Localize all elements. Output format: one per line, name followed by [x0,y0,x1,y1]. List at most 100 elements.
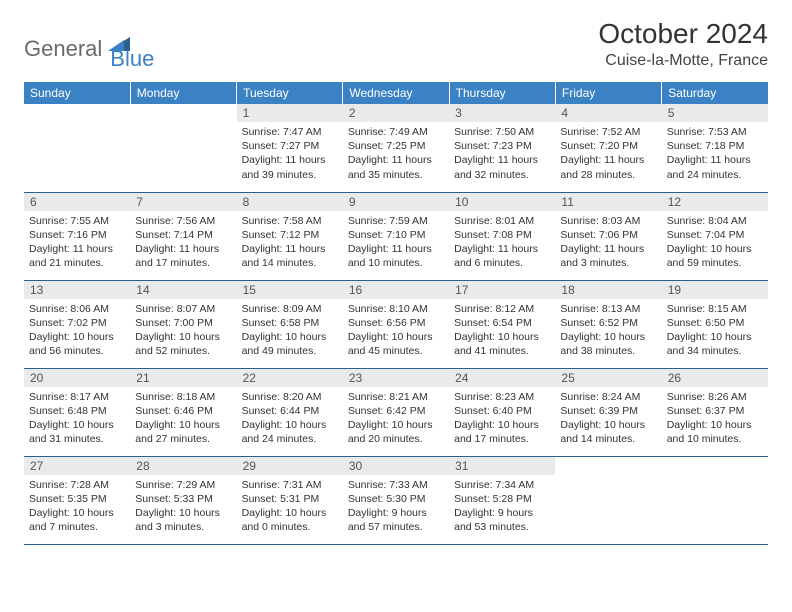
sunrise-text: Sunrise: 7:49 AM [348,125,444,139]
calendar-cell: 10Sunrise: 8:01 AMSunset: 7:08 PMDayligh… [449,192,555,280]
day-number: 7 [130,193,236,211]
sunset-text: Sunset: 7:04 PM [667,228,763,242]
day-details: Sunrise: 8:03 AMSunset: 7:06 PMDaylight:… [555,211,661,274]
day-number: 26 [662,369,768,387]
sunset-text: Sunset: 7:18 PM [667,139,763,153]
calendar-week-row: 27Sunrise: 7:28 AMSunset: 5:35 PMDayligh… [24,456,768,544]
calendar-page: General Blue October 2024 Cuise-la-Motte… [0,0,792,545]
calendar-cell: 30Sunrise: 7:33 AMSunset: 5:30 PMDayligh… [343,456,449,544]
sunset-text: Sunset: 7:12 PM [242,228,338,242]
sunset-text: Sunset: 7:25 PM [348,139,444,153]
sunrise-text: Sunrise: 7:28 AM [29,478,125,492]
day-details: Sunrise: 8:09 AMSunset: 6:58 PMDaylight:… [237,299,343,362]
daylight-text: Daylight: 11 hours and 10 minutes. [348,242,444,270]
sunrise-text: Sunrise: 7:58 AM [242,214,338,228]
sunset-text: Sunset: 5:28 PM [454,492,550,506]
sunrise-text: Sunrise: 8:26 AM [667,390,763,404]
day-details: Sunrise: 7:33 AMSunset: 5:30 PMDaylight:… [343,475,449,538]
day-details: Sunrise: 8:12 AMSunset: 6:54 PMDaylight:… [449,299,555,362]
sunset-text: Sunset: 5:33 PM [135,492,231,506]
day-details: Sunrise: 8:23 AMSunset: 6:40 PMDaylight:… [449,387,555,450]
sunrise-text: Sunrise: 8:21 AM [348,390,444,404]
location-label: Cuise-la-Motte, France [598,52,768,70]
calendar-cell: 14Sunrise: 8:07 AMSunset: 7:00 PMDayligh… [130,280,236,368]
day-number: 10 [449,193,555,211]
daylight-text: Daylight: 9 hours and 57 minutes. [348,506,444,534]
day-details: Sunrise: 8:10 AMSunset: 6:56 PMDaylight:… [343,299,449,362]
sunrise-text: Sunrise: 7:34 AM [454,478,550,492]
daylight-text: Daylight: 10 hours and 0 minutes. [242,506,338,534]
sunrise-text: Sunrise: 7:59 AM [348,214,444,228]
weekday-header: Friday [555,82,661,104]
daylight-text: Daylight: 10 hours and 59 minutes. [667,242,763,270]
day-details: Sunrise: 8:21 AMSunset: 6:42 PMDaylight:… [343,387,449,450]
day-number: 12 [662,193,768,211]
day-details: Sunrise: 7:59 AMSunset: 7:10 PMDaylight:… [343,211,449,274]
day-details: Sunrise: 8:06 AMSunset: 7:02 PMDaylight:… [24,299,130,362]
calendar-cell: 27Sunrise: 7:28 AMSunset: 5:35 PMDayligh… [24,456,130,544]
day-details: Sunrise: 8:01 AMSunset: 7:08 PMDaylight:… [449,211,555,274]
day-number: 31 [449,457,555,475]
daylight-text: Daylight: 11 hours and 17 minutes. [135,242,231,270]
day-details: Sunrise: 7:47 AMSunset: 7:27 PMDaylight:… [237,122,343,185]
sunrise-text: Sunrise: 7:56 AM [135,214,231,228]
sunrise-text: Sunrise: 8:09 AM [242,302,338,316]
calendar-cell [24,104,130,192]
weekday-header-row: SundayMondayTuesdayWednesdayThursdayFrid… [24,82,768,104]
sunset-text: Sunset: 6:54 PM [454,316,550,330]
calendar-cell: 17Sunrise: 8:12 AMSunset: 6:54 PMDayligh… [449,280,555,368]
day-number: 21 [130,369,236,387]
calendar-week-row: 13Sunrise: 8:06 AMSunset: 7:02 PMDayligh… [24,280,768,368]
sunrise-text: Sunrise: 7:47 AM [242,125,338,139]
sunrise-text: Sunrise: 7:53 AM [667,125,763,139]
day-number: 5 [662,104,768,122]
calendar-cell: 26Sunrise: 8:26 AMSunset: 6:37 PMDayligh… [662,368,768,456]
daylight-text: Daylight: 11 hours and 6 minutes. [454,242,550,270]
calendar-cell: 16Sunrise: 8:10 AMSunset: 6:56 PMDayligh… [343,280,449,368]
calendar-cell [662,456,768,544]
calendar-cell: 31Sunrise: 7:34 AMSunset: 5:28 PMDayligh… [449,456,555,544]
day-number: 25 [555,369,661,387]
calendar-cell: 11Sunrise: 8:03 AMSunset: 7:06 PMDayligh… [555,192,661,280]
sunrise-text: Sunrise: 8:01 AM [454,214,550,228]
day-number: 22 [237,369,343,387]
day-number: 6 [24,193,130,211]
weekday-header: Saturday [662,82,768,104]
day-number: 2 [343,104,449,122]
sunrise-text: Sunrise: 8:07 AM [135,302,231,316]
calendar-cell: 9Sunrise: 7:59 AMSunset: 7:10 PMDaylight… [343,192,449,280]
calendar-cell: 21Sunrise: 8:18 AMSunset: 6:46 PMDayligh… [130,368,236,456]
daylight-text: Daylight: 10 hours and 7 minutes. [29,506,125,534]
calendar-week-row: 20Sunrise: 8:17 AMSunset: 6:48 PMDayligh… [24,368,768,456]
sunrise-text: Sunrise: 8:12 AM [454,302,550,316]
day-number: 28 [130,457,236,475]
daylight-text: Daylight: 11 hours and 21 minutes. [29,242,125,270]
day-details: Sunrise: 7:29 AMSunset: 5:33 PMDaylight:… [130,475,236,538]
sunset-text: Sunset: 7:23 PM [454,139,550,153]
sunrise-text: Sunrise: 7:52 AM [560,125,656,139]
daylight-text: Daylight: 10 hours and 17 minutes. [454,418,550,446]
day-details: Sunrise: 7:52 AMSunset: 7:20 PMDaylight:… [555,122,661,185]
day-number: 18 [555,281,661,299]
calendar-cell [130,104,236,192]
daylight-text: Daylight: 11 hours and 35 minutes. [348,153,444,181]
sunset-text: Sunset: 6:42 PM [348,404,444,418]
sunrise-text: Sunrise: 7:50 AM [454,125,550,139]
day-number: 20 [24,369,130,387]
day-number: 8 [237,193,343,211]
day-details: Sunrise: 8:24 AMSunset: 6:39 PMDaylight:… [555,387,661,450]
day-number: 4 [555,104,661,122]
sunrise-text: Sunrise: 8:06 AM [29,302,125,316]
daylight-text: Daylight: 10 hours and 31 minutes. [29,418,125,446]
daylight-text: Daylight: 11 hours and 24 minutes. [667,153,763,181]
calendar-cell: 24Sunrise: 8:23 AMSunset: 6:40 PMDayligh… [449,368,555,456]
calendar-cell: 28Sunrise: 7:29 AMSunset: 5:33 PMDayligh… [130,456,236,544]
calendar-cell: 15Sunrise: 8:09 AMSunset: 6:58 PMDayligh… [237,280,343,368]
day-number: 29 [237,457,343,475]
day-details: Sunrise: 7:28 AMSunset: 5:35 PMDaylight:… [24,475,130,538]
day-number: 17 [449,281,555,299]
sunrise-text: Sunrise: 8:13 AM [560,302,656,316]
weekday-header: Wednesday [343,82,449,104]
calendar-cell: 18Sunrise: 8:13 AMSunset: 6:52 PMDayligh… [555,280,661,368]
sunset-text: Sunset: 6:46 PM [135,404,231,418]
